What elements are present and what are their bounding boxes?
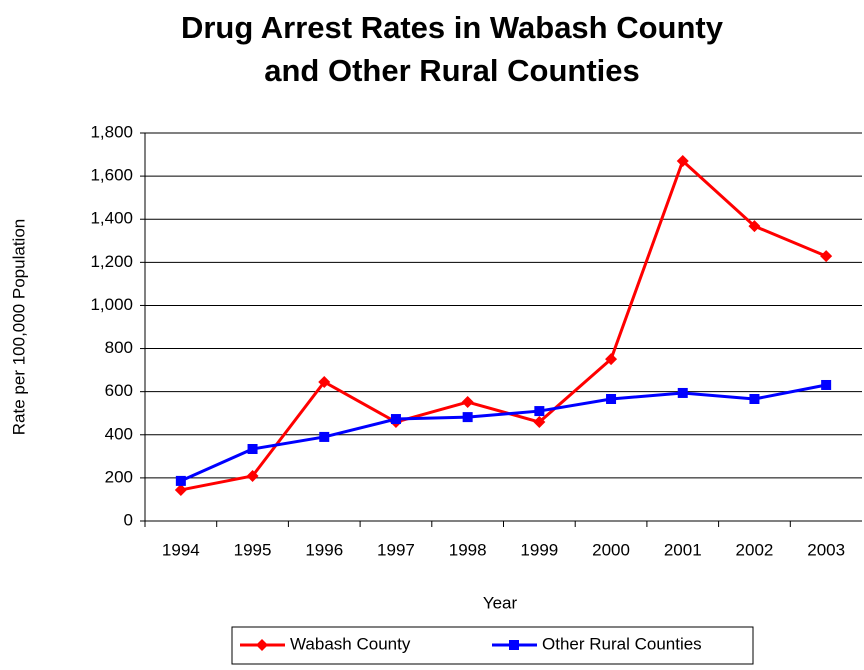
data-point xyxy=(677,387,688,398)
data-point xyxy=(175,475,186,486)
data-point xyxy=(246,469,259,482)
legend-marker xyxy=(509,640,519,650)
legend-label: Other Rural Counties xyxy=(542,634,702,653)
x-tick-label: 2003 xyxy=(807,540,845,559)
x-tick-label: 2002 xyxy=(736,540,774,559)
y-tick-label: 0 xyxy=(124,510,133,529)
x-axis-label: Year xyxy=(483,593,518,612)
y-tick-label: 200 xyxy=(105,467,133,486)
data-point xyxy=(174,483,187,496)
data-point xyxy=(749,393,760,404)
data-point xyxy=(247,444,258,455)
x-tick-label: 1996 xyxy=(305,540,343,559)
data-point xyxy=(748,220,761,233)
x-tick-label: 1994 xyxy=(162,540,200,559)
series-line xyxy=(180,158,827,492)
y-tick-label: 600 xyxy=(105,381,133,400)
x-tick-label: 2001 xyxy=(664,540,702,559)
data-point xyxy=(605,353,618,366)
data-point xyxy=(462,412,473,423)
x-tick-label: 1997 xyxy=(377,540,415,559)
x-tick-label: 1998 xyxy=(449,540,487,559)
y-tick-label: 1,600 xyxy=(90,166,133,185)
data-point xyxy=(461,396,474,409)
y-axis-label: Rate per 100,000 Population xyxy=(9,219,28,435)
series-line xyxy=(180,383,827,483)
legend-label: Wabash County xyxy=(290,634,411,653)
y-tick-label: 1,800 xyxy=(90,122,133,141)
x-tick-label: 1995 xyxy=(234,540,272,559)
data-point xyxy=(319,431,330,442)
data-point xyxy=(534,406,545,417)
data-point xyxy=(821,379,832,390)
chart-title: Drug Arrest Rates in Wabash County xyxy=(181,10,724,45)
data-point xyxy=(820,250,833,263)
x-tick-label: 2000 xyxy=(592,540,630,559)
y-tick-label: 1,000 xyxy=(90,295,133,314)
data-point xyxy=(533,416,546,429)
y-tick-label: 1,400 xyxy=(90,209,133,228)
y-tick-label: 400 xyxy=(105,424,133,443)
data-point xyxy=(676,155,689,168)
y-tick-label: 800 xyxy=(105,338,133,357)
data-point xyxy=(318,375,331,388)
x-tick-label: 1999 xyxy=(520,540,558,559)
legend-marker xyxy=(256,639,268,651)
data-point xyxy=(390,414,401,425)
chart-title: and Other Rural Counties xyxy=(264,53,639,88)
data-point xyxy=(606,393,617,404)
y-tick-label: 1,200 xyxy=(90,252,133,271)
